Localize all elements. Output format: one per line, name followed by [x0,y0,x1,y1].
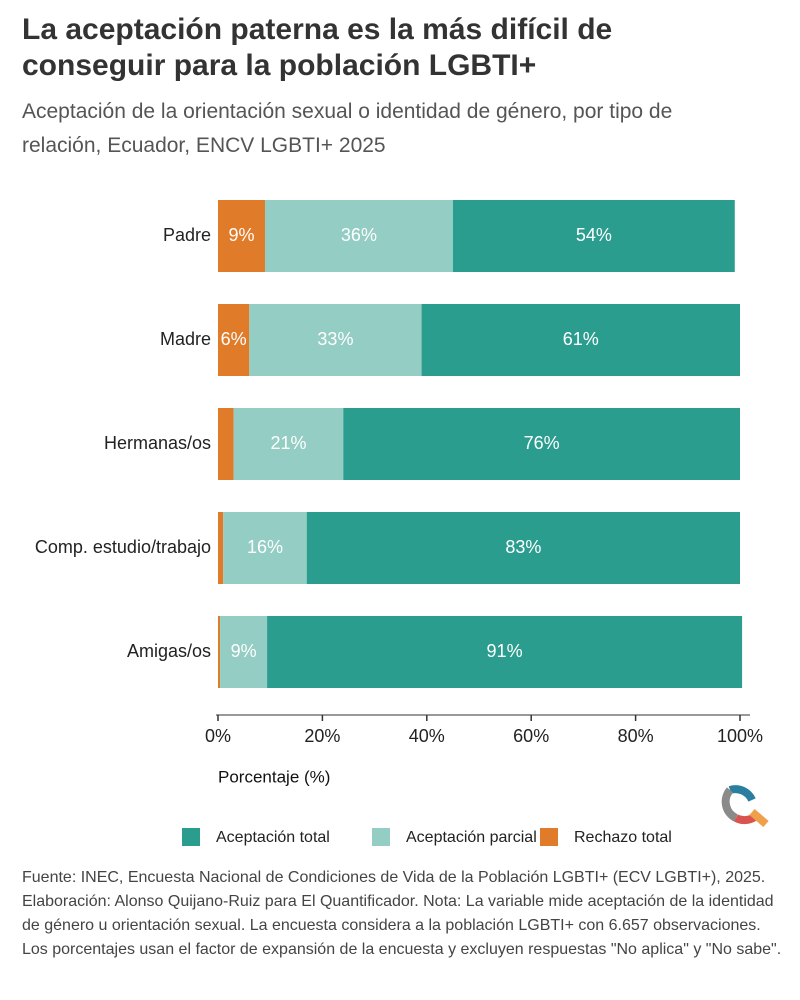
bar-segment [223,512,307,584]
data-label: 9% [231,641,257,661]
bar-segment [233,408,344,480]
data-label: 91% [487,641,523,661]
x-tick-label: 20% [304,726,340,746]
data-label: 33% [317,329,353,349]
bar-segment [264,200,453,272]
data-label: 76% [524,433,560,453]
bar-segment [452,200,735,272]
data-label: 21% [270,433,306,453]
x-tick-label: 60% [513,726,549,746]
bar-segment [218,200,265,272]
bar-segment [218,408,234,480]
x-axis-title: Porcentaje (%) [218,767,330,786]
bar-segment [218,304,250,376]
data-label: 54% [576,225,612,245]
data-label: 6% [221,329,247,349]
legend-swatch [540,828,558,846]
bar-segment [267,616,743,688]
bar-segment [220,616,268,688]
bar-segment [218,616,221,688]
x-tick-label: 100% [717,726,763,746]
chart-subtitle: Aceptación de la orientación sexual o id… [22,100,673,157]
data-label: 9% [228,225,254,245]
bar-segment [218,512,224,584]
x-tick-label: 80% [618,726,654,746]
data-label: 61% [563,329,599,349]
y-tick-label: Comp. estudio/trabajo [35,537,211,557]
legend-label: Aceptación total [216,829,330,846]
x-tick-label: 0% [205,726,231,746]
bar-segment [343,408,740,480]
legend-swatch [372,828,390,846]
bar-segment [249,304,422,376]
x-tick-label: 40% [409,726,445,746]
y-tick-label: Madre [160,329,211,349]
source-note: Fuente: INEC, Encuesta Nacional de Condi… [22,869,782,958]
legend-label: Rechazo total [574,829,672,846]
y-tick-label: Hermanas/os [104,433,211,453]
bar-segment [421,304,740,376]
data-label: 36% [341,225,377,245]
chart-title: La aceptación paterna es la más difícil … [22,13,613,82]
bar-segment [306,512,740,584]
data-label: 83% [505,537,541,557]
logo [721,785,769,828]
legend-label: Aceptación parcial [406,829,537,846]
data-label: 16% [247,537,283,557]
legend-swatch [182,828,200,846]
y-tick-label: Amigas/os [127,641,211,661]
y-tick-label: Padre [163,225,211,245]
